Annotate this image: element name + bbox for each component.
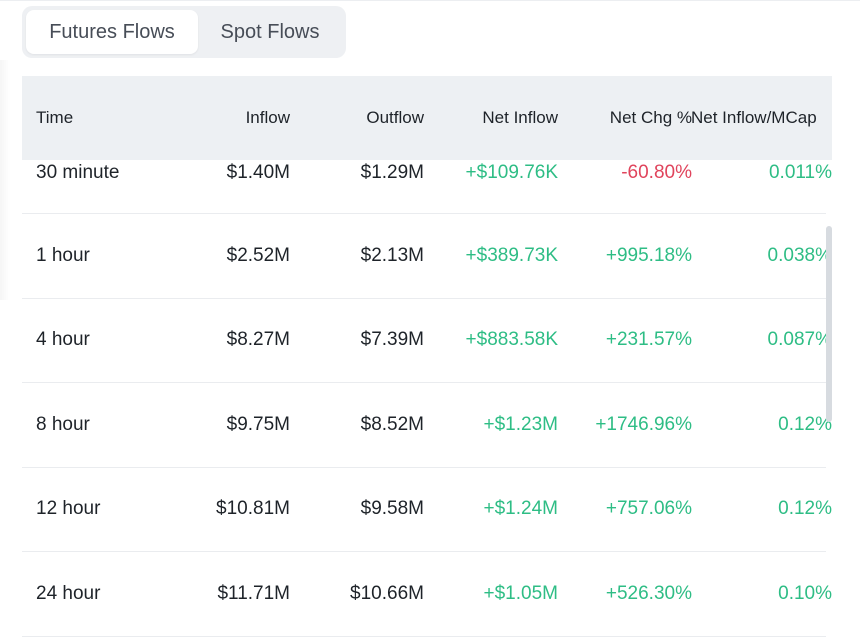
header-outflow[interactable]: Outflow <box>366 108 424 127</box>
net-inflow-cell: +$1.23M <box>483 413 558 435</box>
table-row[interactable]: 8 hour $9.75M $8.52M +$1.23M +1746.96% 0.12% <box>22 383 832 468</box>
header-inflow[interactable]: Inflow <box>245 108 290 127</box>
table-row[interactable]: 24 hour $11.71M $10.66M +$1.05M +526.30% 0.10… <box>22 552 832 637</box>
net-chg-cell: +231.57% <box>605 329 692 351</box>
net-mcap-cell: 0.12% <box>778 413 832 435</box>
scrollbar-thumb[interactable] <box>826 226 832 422</box>
header-net-inflow-mcap[interactable]: Net Inflow/MCap <box>691 108 817 127</box>
net-mcap-cell: 0.12% <box>778 498 832 520</box>
header-net-chg[interactable]: Net Chg % <box>609 108 692 127</box>
left-edge-shadow <box>0 60 10 300</box>
inflow-cell: $11.71M <box>217 582 290 604</box>
net-chg-cell: +757.06% <box>605 498 692 520</box>
inflow-cell: $8.27M <box>226 329 290 351</box>
outflow-cell: $7.39M <box>360 329 424 351</box>
table-body: 30 minute $1.40M $1.29M +$109.76K -60.80% 0.0… <box>22 160 832 637</box>
net-mcap-cell: 0.011% <box>768 162 832 183</box>
header-time[interactable]: Time <box>36 108 74 127</box>
tab-futures-flows[interactable]: Futures Flows <box>26 10 198 54</box>
time-cell: 12 hour <box>36 498 101 520</box>
net-inflow-cell: +$389.73K <box>465 244 558 266</box>
inflow-cell: $1.40M <box>226 162 290 183</box>
inflow-cell: $10.81M <box>216 498 290 520</box>
table-row[interactable]: 12 hour $10.81M $9.58M +$1.24M +757.06% 0.12% <box>22 468 832 552</box>
outflow-cell: $8.52M <box>360 413 424 435</box>
table-header: Time Inflow Outflow Net Inflow Net Chg %… <box>22 76 832 160</box>
net-chg-cell: +995.18% <box>605 244 692 266</box>
inflow-cell: $2.52M <box>226 244 290 266</box>
net-chg-cell: +1746.96% <box>595 413 692 435</box>
flow-type-tabs: Futures Flows Spot Flows <box>22 6 346 58</box>
net-inflow-cell: +$883.58K <box>465 329 558 351</box>
net-inflow-cell: +$1.05M <box>483 582 558 604</box>
net-inflow-cell: +$109.76K <box>465 162 558 183</box>
time-cell: 30 minute <box>36 162 120 183</box>
inflow-cell: $9.75M <box>226 413 290 435</box>
outflow-cell: $2.13M <box>360 244 424 266</box>
outflow-cell: $1.29M <box>360 162 424 183</box>
net-chg-cell: +526.30% <box>605 582 692 604</box>
top-divider <box>0 0 860 1</box>
time-cell: 24 hour <box>36 582 101 604</box>
net-inflow-cell: +$1.24M <box>483 498 558 520</box>
time-cell: 4 hour <box>36 329 90 351</box>
outflow-cell: $10.66M <box>350 582 424 604</box>
time-cell: 8 hour <box>36 413 90 435</box>
net-mcap-cell: 0.087% <box>767 329 832 351</box>
table-row[interactable]: 1 hour $2.52M $2.13M +$389.73K +995.18% 0.038… <box>22 214 832 299</box>
net-chg-cell: -60.80% <box>621 162 692 183</box>
tab-spot-flows[interactable]: Spot Flows <box>220 20 320 43</box>
outflow-cell: $9.58M <box>360 498 424 520</box>
time-cell: 1 hour <box>36 244 90 266</box>
table-row[interactable]: 4 hour $8.27M $7.39M +$883.58K +231.57% 0.087… <box>22 299 832 383</box>
flows-table: Time Inflow Outflow Net Inflow Net Chg %… <box>22 76 832 642</box>
table-row[interactable]: 30 minute $1.40M $1.29M +$109.76K -60.80% 0.0… <box>22 160 832 214</box>
header-net-inflow[interactable]: Net Inflow <box>482 108 558 127</box>
net-mcap-cell: 0.10% <box>778 582 832 604</box>
net-mcap-cell: 0.038% <box>767 244 832 266</box>
